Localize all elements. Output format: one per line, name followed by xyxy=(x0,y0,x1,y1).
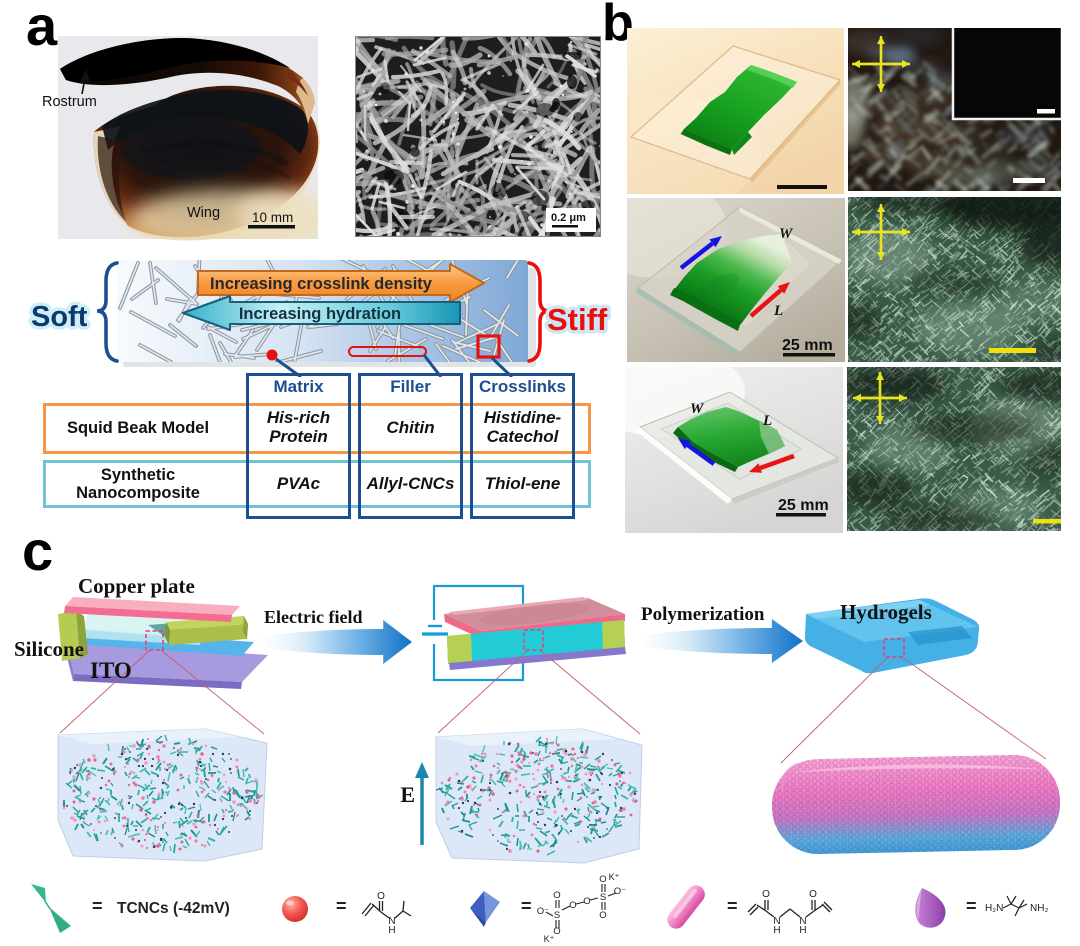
svg-text:NH₂: NH₂ xyxy=(1030,903,1048,914)
svg-text:Rostrum: Rostrum xyxy=(42,94,97,110)
svg-text:E: E xyxy=(400,782,415,807)
svg-text:=: = xyxy=(727,896,738,916)
svg-text:O: O xyxy=(377,891,385,902)
svg-text:=: = xyxy=(521,896,532,916)
svg-text:O: O xyxy=(762,889,770,900)
svg-text:N: N xyxy=(773,916,780,927)
svg-text:W: W xyxy=(779,226,794,242)
svg-text:O⁻: O⁻ xyxy=(614,886,626,897)
svg-text:W: W xyxy=(690,401,705,417)
svg-text:=: = xyxy=(92,896,103,916)
svg-text:=: = xyxy=(336,896,347,916)
svg-text:H: H xyxy=(773,925,780,936)
svg-text:L: L xyxy=(762,413,772,429)
svg-text:Electric field: Electric field xyxy=(264,607,362,627)
svg-text:H₂N: H₂N xyxy=(985,903,1003,914)
svg-text:Increasing hydration: Increasing hydration xyxy=(239,305,401,323)
svg-text:Hydrogels: Hydrogels xyxy=(840,600,932,624)
svg-text:25 mm: 25 mm xyxy=(778,497,829,514)
svg-text:Copper plate: Copper plate xyxy=(78,574,195,598)
svg-text:O: O xyxy=(583,896,590,907)
svg-text:H: H xyxy=(388,925,395,936)
svg-text:0.2 μm: 0.2 μm xyxy=(551,212,586,224)
svg-text:Polymerization: Polymerization xyxy=(641,604,765,625)
svg-text:=: = xyxy=(966,896,977,916)
svg-text:H: H xyxy=(799,925,806,936)
svg-text:25 mm: 25 mm xyxy=(782,337,833,354)
svg-text:S: S xyxy=(554,910,560,921)
svg-text:O: O xyxy=(553,926,560,937)
svg-text:L: L xyxy=(773,303,783,319)
svg-text:O⁻: O⁻ xyxy=(537,906,549,917)
svg-text:Soft: Soft xyxy=(31,301,88,333)
svg-text:O: O xyxy=(553,890,560,901)
svg-text:O: O xyxy=(599,874,606,885)
svg-text:10 mm: 10 mm xyxy=(252,210,293,225)
svg-text:K⁺: K⁺ xyxy=(544,934,555,944)
svg-text:Wing: Wing xyxy=(187,205,220,221)
svg-text:Increasing crosslink density: Increasing crosslink density xyxy=(210,275,433,293)
svg-text:Stiff: Stiff xyxy=(547,302,608,337)
svg-text:O: O xyxy=(599,910,606,921)
svg-text:O: O xyxy=(809,889,817,900)
svg-text:N: N xyxy=(388,916,395,927)
svg-text:ITO: ITO xyxy=(90,658,132,683)
svg-text:K⁺: K⁺ xyxy=(609,872,620,882)
svg-text:N: N xyxy=(799,916,806,927)
svg-text:Silicone: Silicone xyxy=(14,637,84,661)
svg-text:TCNCs (-42mV): TCNCs (-42mV) xyxy=(117,900,230,917)
svg-text:S: S xyxy=(600,892,606,903)
svg-text:O: O xyxy=(569,900,576,911)
